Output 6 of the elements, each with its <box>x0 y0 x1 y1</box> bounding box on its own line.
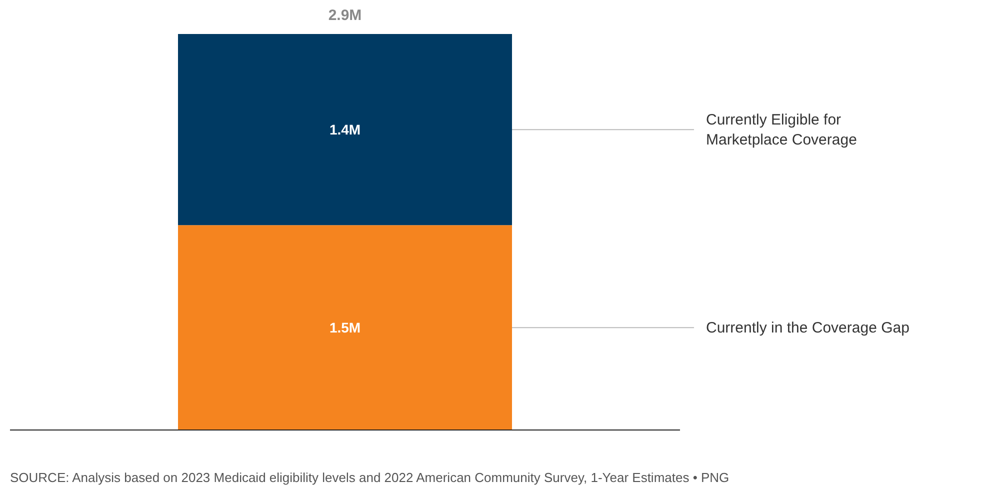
data-label: 1.4M <box>329 122 361 138</box>
text: Currently Eligible for Marketplace Coverage <box>706 111 857 148</box>
source-note: SOURCE: Analysis based on 2023 Medicaid eligibility levels and 2022 American Community Survey, 1-Year Estimates • PNG <box>10 470 730 485</box>
total-label: 2.9M <box>328 7 362 24</box>
text: Currently in the Coverage Gap <box>706 319 910 336</box>
data-label: 1.5M <box>329 320 361 336</box>
